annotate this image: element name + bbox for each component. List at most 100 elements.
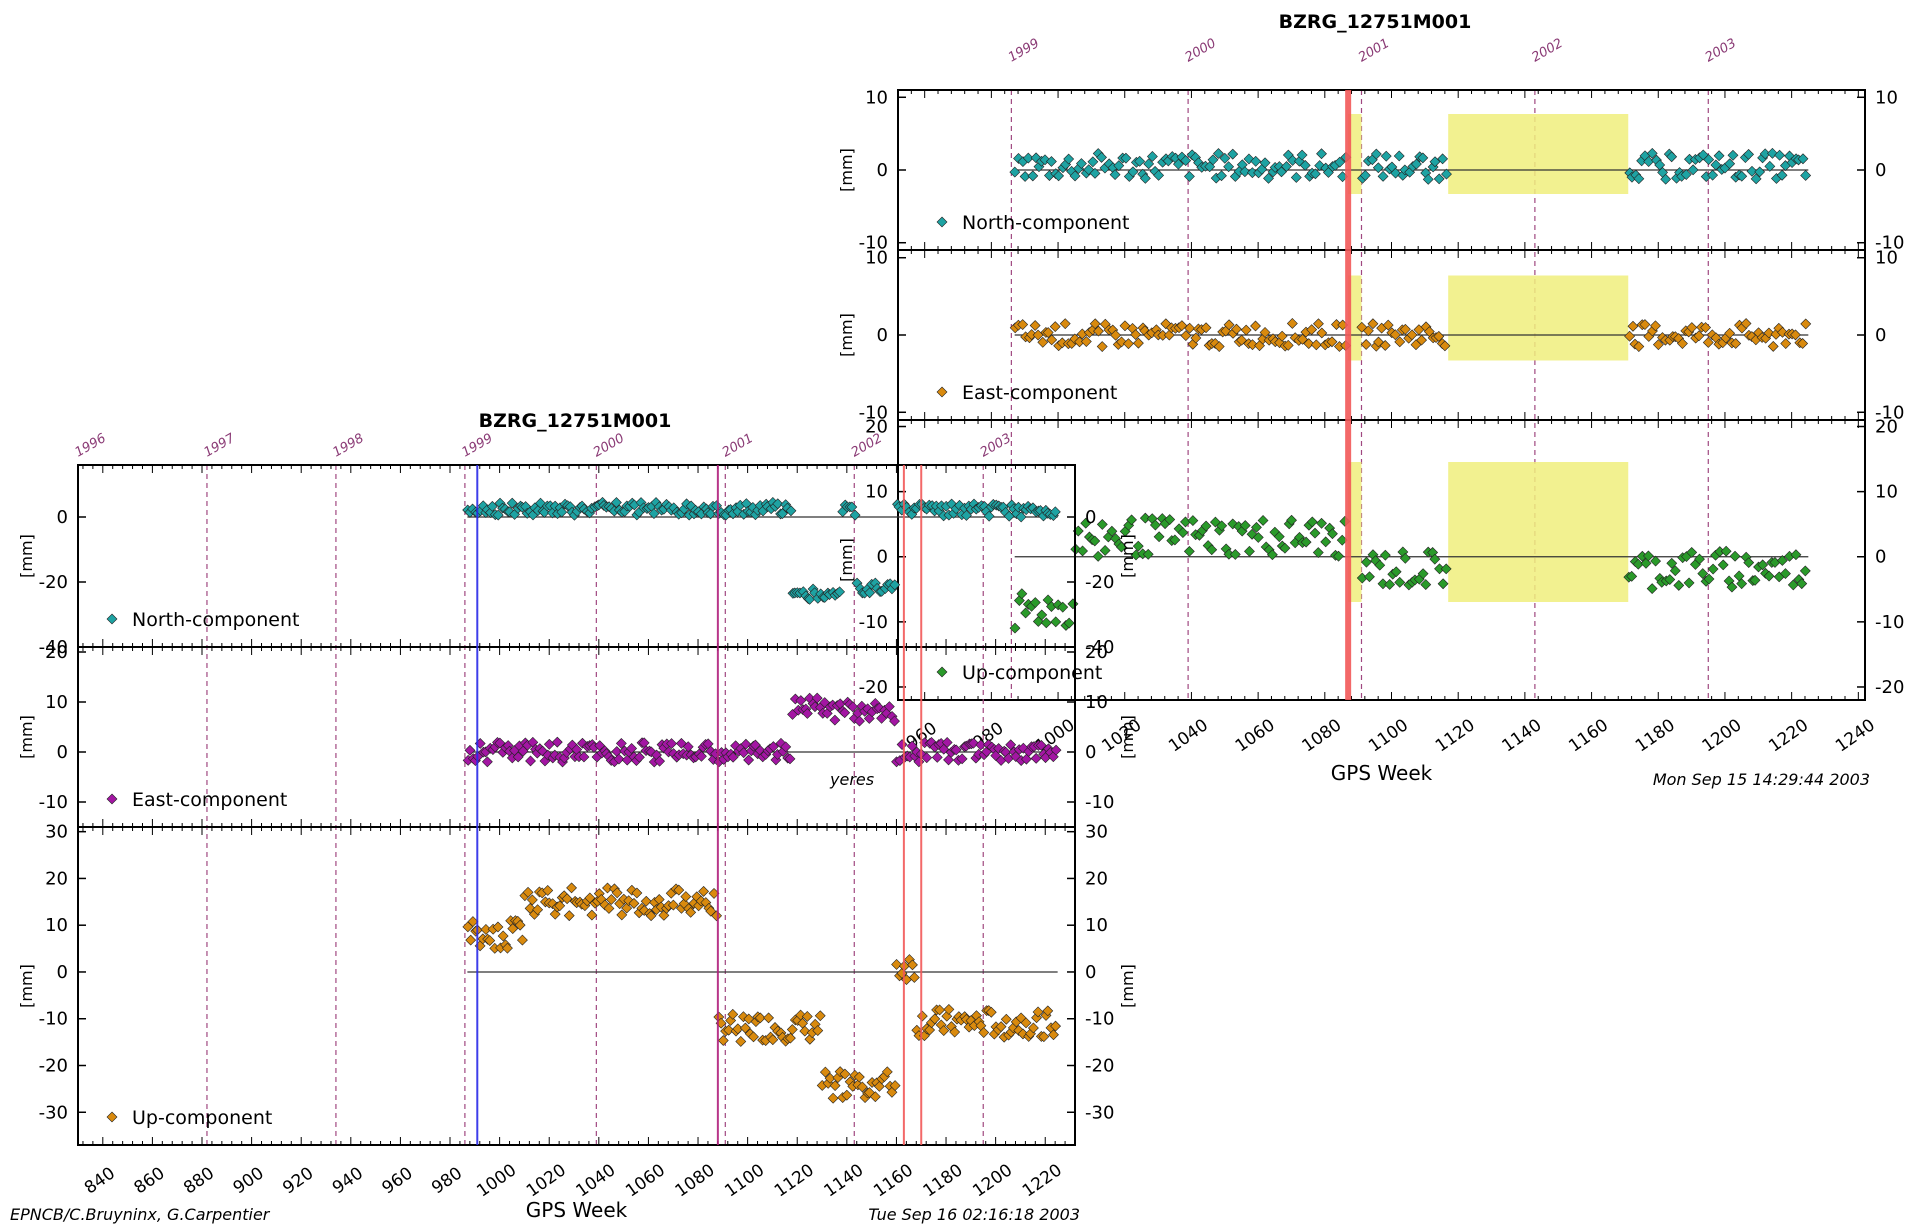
data-point <box>1200 520 1212 532</box>
data-point <box>654 755 666 767</box>
data-point <box>1763 327 1775 339</box>
data-point <box>767 741 779 753</box>
data-point <box>1440 563 1452 575</box>
gap-shading <box>1448 462 1629 602</box>
x-tick-label: 1080 <box>672 1160 719 1201</box>
data-point <box>1089 318 1101 330</box>
data-point <box>1069 170 1081 182</box>
y-tick-label-right: 30 <box>1085 822 1108 843</box>
y-tick-label-right: 0 <box>1085 962 1096 983</box>
data-point <box>849 509 861 521</box>
x-tick-label: 940 <box>329 1163 367 1198</box>
y-axis-label: [mm] <box>17 964 36 1008</box>
data-point <box>547 898 559 910</box>
y-tick-label: 0 <box>57 742 68 763</box>
data-point <box>801 1011 813 1022</box>
data-point <box>1096 341 1108 352</box>
data-point <box>983 510 995 522</box>
data-point <box>1120 152 1132 164</box>
data-point <box>1223 319 1235 331</box>
data-point <box>1190 332 1202 344</box>
y-tick-label: 0 <box>877 547 888 568</box>
data-point <box>497 930 509 942</box>
data-point <box>1633 341 1645 352</box>
data-point <box>1306 324 1318 336</box>
data-point <box>1184 170 1195 182</box>
data-point <box>1393 150 1405 162</box>
data-point <box>1037 336 1049 348</box>
data-point <box>525 755 536 767</box>
data-point <box>1389 329 1401 341</box>
data-point <box>1799 565 1811 577</box>
data-point <box>743 754 755 766</box>
data-point <box>1009 166 1021 178</box>
data-point <box>727 1008 739 1020</box>
data-point <box>1063 617 1075 629</box>
data-point <box>1757 559 1769 571</box>
data-point <box>1664 574 1676 585</box>
data-point <box>1633 173 1645 185</box>
data-point <box>1139 172 1151 184</box>
y-tick-label: -10 <box>859 233 888 254</box>
data-point <box>1797 153 1809 165</box>
year-tick-label: 2001 <box>1356 36 1392 66</box>
data-point <box>1380 150 1392 162</box>
data-point <box>1303 338 1315 350</box>
data-point <box>1394 576 1406 588</box>
data-point <box>961 510 972 521</box>
data-point <box>1680 169 1692 180</box>
x-tick-label: 1060 <box>622 1160 669 1201</box>
data-point <box>1050 744 1062 756</box>
data-point <box>1686 547 1698 558</box>
data-point <box>1439 340 1451 352</box>
legend-marker <box>936 666 948 678</box>
data-point <box>1299 159 1311 171</box>
data-point <box>1703 573 1715 585</box>
data-point <box>640 895 652 907</box>
data-point <box>767 1034 779 1046</box>
data-point <box>1420 579 1432 590</box>
data-point <box>978 1027 990 1038</box>
legend-label: Up-component <box>132 1107 272 1129</box>
data-point <box>1441 168 1452 180</box>
data-point <box>801 708 813 719</box>
data-point <box>1687 164 1699 176</box>
data-point <box>1183 545 1195 557</box>
data-point <box>1326 336 1338 348</box>
data-point <box>711 910 723 922</box>
x-tick-label: 1220 <box>1765 715 1812 756</box>
data-point <box>1729 550 1741 562</box>
data-point <box>1259 157 1271 169</box>
data-point <box>554 900 566 912</box>
data-point <box>1394 336 1406 348</box>
data-point <box>881 1066 893 1078</box>
gap-shading <box>1448 114 1629 194</box>
data-point <box>1022 152 1034 164</box>
data-point <box>1713 150 1725 162</box>
data-point <box>1027 1022 1039 1034</box>
data-point <box>1252 531 1264 543</box>
year-tick-label: 1999 <box>1006 36 1042 66</box>
data-point <box>811 692 823 704</box>
data-point <box>1416 334 1427 346</box>
data-point <box>921 752 933 764</box>
data-point <box>1720 545 1732 557</box>
legend-marker <box>106 793 118 805</box>
data-point <box>819 1066 831 1078</box>
y-tick-label: 10 <box>865 482 888 503</box>
y-axis-label: [mm] <box>17 534 36 578</box>
data-point <box>1776 555 1788 566</box>
data-point <box>1142 548 1154 560</box>
x-tick-label: 1060 <box>1232 715 1279 756</box>
data-point <box>1110 329 1122 341</box>
data-point <box>1740 318 1752 329</box>
data-point <box>1216 170 1227 182</box>
data-point <box>824 1072 836 1084</box>
data-point <box>526 894 538 906</box>
data-point <box>1049 321 1061 333</box>
data-point <box>1153 531 1165 543</box>
data-point <box>1180 330 1192 342</box>
data-point <box>1730 338 1742 349</box>
data-point <box>1000 1013 1012 1025</box>
data-point <box>666 738 677 750</box>
